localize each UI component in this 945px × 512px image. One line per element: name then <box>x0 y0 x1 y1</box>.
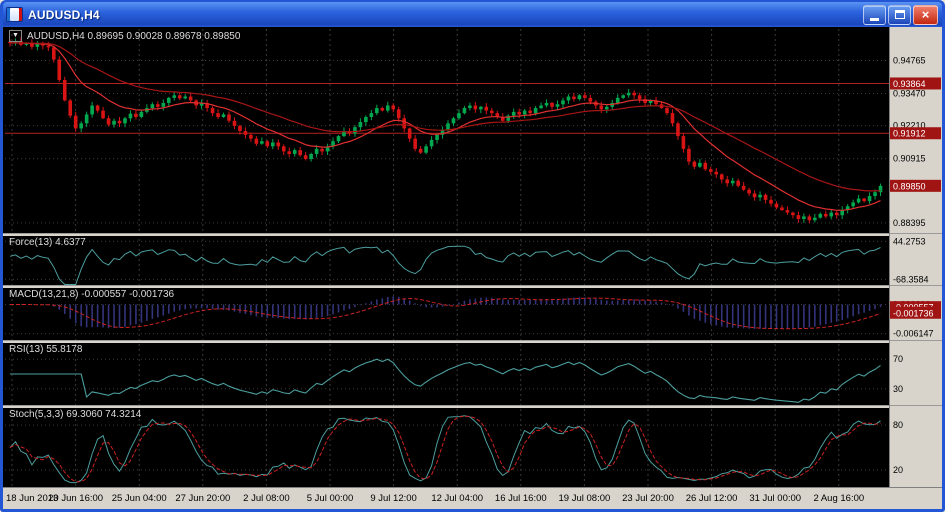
svg-text:0.93470: 0.93470 <box>893 89 926 99</box>
svg-text:0.94765: 0.94765 <box>893 55 926 65</box>
window-controls: × <box>863 4 938 25</box>
svg-text:16 Jul 16:00: 16 Jul 16:00 <box>495 493 547 504</box>
svg-text:0.89850: 0.89850 <box>893 181 926 191</box>
maximize-button[interactable] <box>888 4 911 25</box>
svg-text:9 Jul 12:00: 9 Jul 12:00 <box>370 493 416 504</box>
svg-text:-68.3584: -68.3584 <box>893 274 929 284</box>
svg-text:44.2753: 44.2753 <box>893 236 926 246</box>
app-icon <box>6 7 23 22</box>
svg-text:18 Jun 2013: 18 Jun 2013 <box>6 493 58 504</box>
svg-text:25 Jun 04:00: 25 Jun 04:00 <box>112 493 167 504</box>
stoch-indicator-label: Stoch(5,3,3) 69.3060 74.3214 <box>9 409 142 420</box>
svg-text:23 Jul 20:00: 23 Jul 20:00 <box>622 493 674 504</box>
svg-text:0.93864: 0.93864 <box>893 79 926 89</box>
svg-text:0.90915: 0.90915 <box>893 154 926 164</box>
svg-text:5 Jul 00:00: 5 Jul 00:00 <box>307 493 353 504</box>
chart-info: ▼ AUDUSD,H4 0.89695 0.90028 0.89678 0.89… <box>9 30 240 42</box>
svg-text:-0.001736: -0.001736 <box>893 308 934 318</box>
macd-indicator-label: MACD(13,21,8) -0.000557 -0.001736 <box>9 289 175 300</box>
close-button[interactable]: × <box>913 4 938 25</box>
force-indicator-label: Force(13) 4.6377 <box>9 237 86 248</box>
ohlc-readout: AUDUSD,H4 0.89695 0.90028 0.89678 0.8985… <box>26 30 241 42</box>
chart-window-content: 0.94765 0.93470 0.92210 0.90915 0.88395 44.27… <box>3 27 942 509</box>
rsi-indicator-label: RSI(13) 55.8178 <box>9 344 83 355</box>
svg-text:30: 30 <box>893 384 903 394</box>
svg-text:12 Jul 04:00: 12 Jul 04:00 <box>431 493 483 504</box>
svg-text:20 Jun 16:00: 20 Jun 16:00 <box>48 493 103 504</box>
minimize-button[interactable] <box>863 4 886 25</box>
chevron-down-icon[interactable]: ▼ <box>9 30 22 42</box>
chart-canvas[interactable]: 0.94765 0.93470 0.92210 0.90915 0.88395 44.27… <box>3 27 942 509</box>
window-title: AUDUSD,H4 <box>28 7 100 22</box>
svg-text:31 Jul 00:00: 31 Jul 00:00 <box>749 493 801 504</box>
svg-text:27 Jun 20:00: 27 Jun 20:00 <box>175 493 230 504</box>
svg-text:26 Jul 12:00: 26 Jul 12:00 <box>686 493 738 504</box>
svg-text:-0.006147: -0.006147 <box>893 329 934 339</box>
svg-text:2 Jul 08:00: 2 Jul 08:00 <box>243 493 289 504</box>
svg-text:19 Jul 08:00: 19 Jul 08:00 <box>559 493 611 504</box>
svg-text:20: 20 <box>893 465 903 475</box>
svg-text:2 Aug 16:00: 2 Aug 16:00 <box>813 493 864 504</box>
svg-text:0.88395: 0.88395 <box>893 218 926 228</box>
svg-text:0.92210: 0.92210 <box>893 121 926 131</box>
svg-text:80: 80 <box>893 420 903 430</box>
svg-text:0.91912: 0.91912 <box>893 129 926 139</box>
titlebar[interactable]: AUDUSD,H4 × <box>3 2 942 27</box>
minimize-icon <box>870 17 879 21</box>
maximize-icon <box>894 10 905 19</box>
svg-text:70: 70 <box>893 354 903 364</box>
